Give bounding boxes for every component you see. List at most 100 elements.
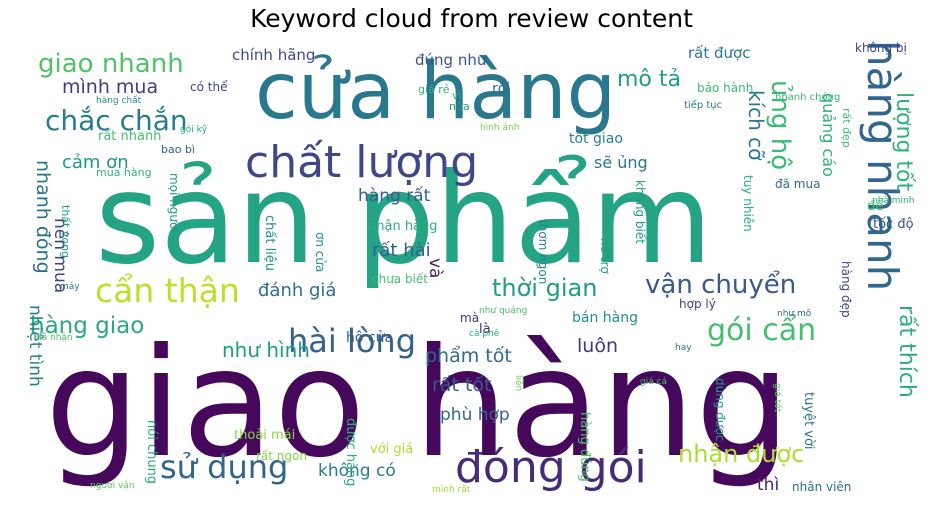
word-như-hình: như hình: [222, 338, 310, 362]
word-tuyệt-vời: tuyệt vời: [801, 392, 816, 450]
word-không-biết: không biết: [633, 180, 647, 244]
word-giá-rẻ: giá rẻ: [418, 83, 450, 96]
word-thất-vọng: thất vọng: [59, 205, 72, 258]
word-ủng-hộ: ủng hộ: [765, 80, 795, 170]
word-vận-chuyển: vận chuyển: [645, 269, 796, 300]
word-chưa-biết: chưa biết: [372, 272, 428, 286]
word-gói-cẩn: gói cẩn: [707, 312, 816, 348]
word-phù-hợp: phù hợp: [440, 405, 510, 425]
word-gói-kỹ: gói kỹ: [180, 124, 208, 135]
word-hay: hay: [675, 343, 692, 353]
word-như-quảng: như quảng: [479, 305, 527, 316]
word-nói-chung: nói chung: [144, 420, 159, 484]
word-thoải-mái: thoải mái: [234, 428, 295, 443]
word-bảo-hành: bảo hành: [697, 81, 753, 95]
word-vì: vì: [452, 89, 462, 102]
word-lượng-tốt: lượng tốt: [891, 92, 916, 192]
word-đã-nhận: đã nhận: [36, 333, 73, 343]
chart-title: Keyword cloud from review content: [250, 4, 693, 33]
word-mà: mà: [460, 311, 479, 325]
word-cảm-ơn: cảm ơn: [62, 152, 129, 173]
word-sẽ-ủng: sẽ ủng: [594, 153, 648, 172]
word-chính-hãng: chính hãng: [232, 46, 315, 64]
word-nhân-viên: nhân viên: [792, 480, 851, 494]
word-với-giá: với giá: [370, 442, 413, 457]
word-phẩm-tốt: phẩm tốt: [425, 345, 512, 367]
word-chắc-chắn: chắc chắn: [45, 104, 188, 137]
word-chất-lượng: chất lượng: [245, 137, 478, 188]
word-nhiệt-tình: nhiệt tình: [25, 305, 45, 387]
word-hỗ-trợ: hỗ trợ: [598, 238, 612, 274]
word-hàng-đúng: hàng đúng: [577, 412, 592, 482]
word-không-bị: không bị: [855, 41, 907, 55]
word-đã-mua: đã mua: [775, 177, 820, 191]
word-liền: liền: [513, 375, 524, 391]
word-rất-tốt: rất tốt: [432, 374, 491, 396]
word-tiếp-tục: tiếp tục: [684, 99, 722, 111]
word-giá-tốt: giá tốt: [772, 383, 783, 413]
word-giao-nhanh: giao nhanh: [38, 49, 184, 79]
word-tốc-độ: tốc độ: [873, 217, 914, 232]
word-hàng-chất: hàng chất: [96, 95, 142, 106]
word-đánh-giá: đánh giá: [258, 280, 336, 301]
word-đóng-gói: đóng gói: [455, 442, 647, 493]
word-luôn: luôn: [577, 335, 618, 357]
word-người-vận: người vận: [90, 480, 135, 491]
word-nên-mua: nên mua: [50, 218, 70, 293]
word-hình-ảnh: hình ảnh: [480, 122, 519, 133]
word-đúng-như: đúng như: [415, 51, 488, 69]
word-hàng-rất: hàng rất: [358, 185, 431, 206]
word-nhanh-chóng: nhanh chóng: [775, 91, 840, 103]
word-mô-tả: mô tả: [617, 67, 681, 92]
word-thì: thì: [757, 475, 779, 495]
word-nhận-hàng: nhận hàng: [368, 219, 438, 234]
word-quảng-cáo: quảng cáo: [819, 93, 838, 177]
word-dùng-được: dùng được: [713, 378, 727, 441]
word-tốt-giao: tốt giao: [569, 130, 623, 147]
word-mua-hàng: mua hàng: [96, 166, 152, 179]
word-giao-hàng: giao hàng: [45, 317, 791, 491]
word-nhà-minh: nhà minh: [872, 196, 914, 206]
word-thơm-ngon: thơm ngon: [536, 219, 550, 284]
word-bao-bì: bao bì: [161, 143, 195, 156]
word-mình-rất: mình rất: [432, 484, 471, 495]
word-tuy-nhiên: tuy nhiên: [741, 175, 755, 232]
word-và: và: [425, 258, 445, 278]
word-cẩn-thận: cẩn thận: [95, 271, 240, 310]
word-nữa: nữa: [449, 100, 470, 113]
word-mình-mua: mình mua: [62, 76, 158, 98]
word-rồi: rồi: [492, 80, 510, 97]
word-hàng-đẹp: hàng đẹp: [839, 261, 853, 318]
word-nhanh-đóng: nhanh đóng: [32, 160, 54, 274]
word-được-hàng: được hàng: [343, 418, 358, 486]
word-mọi-người: mọi người: [167, 173, 181, 233]
word-hộ-cửa: hộ cửa: [346, 330, 393, 346]
word-máy: máy: [60, 282, 80, 292]
word-nhận-được: nhận được: [678, 440, 804, 468]
word-rất-nhanh: rất nhanh: [98, 129, 161, 144]
word-rất-được: rất được: [688, 44, 750, 62]
word-hàng-giao: hàng giao: [30, 313, 144, 339]
word-rất-ngon: rất ngon: [256, 449, 307, 463]
word-rất-hài: rất hài: [372, 240, 431, 261]
word-giá-cả: giá cả: [640, 376, 667, 387]
word-thời-gian: thời gian: [492, 274, 597, 302]
word-rất-thích: rất thích: [894, 305, 919, 398]
word-cửa-hàng: cửa hàng: [255, 47, 616, 137]
word-không-có: không có: [318, 461, 396, 481]
word-bán-hàng: bán hàng: [572, 310, 638, 326]
word-sử-dụng: sử dụng: [160, 448, 288, 486]
word-chất-liệu: chất liệu: [262, 215, 277, 271]
word-kích-cỡ: kích cỡ: [744, 90, 768, 161]
word-ơn-cửa: ơn cửa: [313, 232, 327, 272]
word-rất-đẹp: rất đẹp: [840, 108, 853, 148]
word-có-thể: có thể: [190, 80, 228, 94]
word-hợp-lý: hợp lý: [679, 297, 716, 311]
word-sản-phẩm: sản phẩm: [95, 147, 713, 292]
word-để: để: [867, 199, 883, 214]
word-như-mô: như mô: [777, 308, 812, 319]
word-hài-lòng: hài lòng: [288, 322, 416, 360]
word-hàng-nhanh: hàng nhanh: [858, 40, 907, 291]
word-là: là: [479, 322, 491, 337]
